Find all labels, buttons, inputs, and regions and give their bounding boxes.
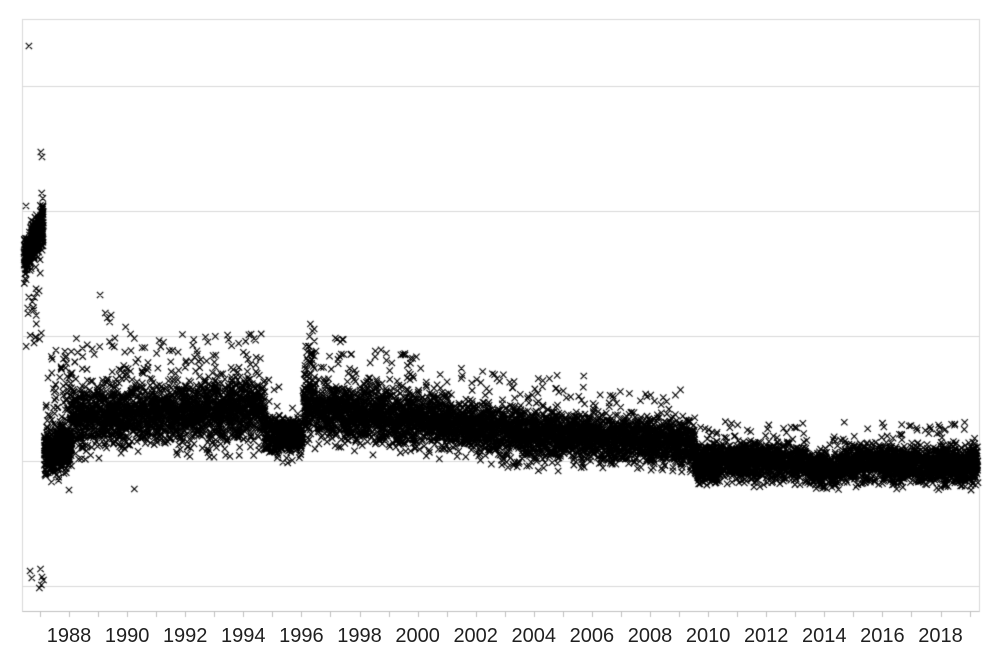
scatter-plot-canvas [0, 0, 1000, 666]
scatter-chart: 1988 1990 1992 1994 1996 1998 2000 2002 2004 2006… [0, 0, 1000, 666]
